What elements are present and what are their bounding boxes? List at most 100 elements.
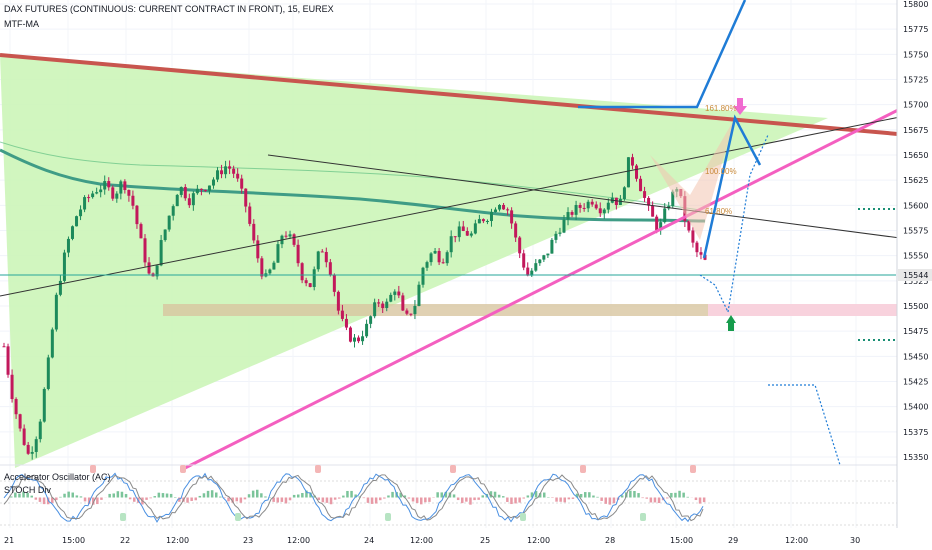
ac-bar bbox=[55, 497, 58, 501]
divergence-bull-marker bbox=[120, 513, 126, 521]
candle-body bbox=[409, 313, 413, 315]
price-tick-label: 15375 bbox=[903, 428, 928, 437]
ac-bar bbox=[698, 497, 702, 504]
candle-body bbox=[42, 388, 46, 422]
candle-body bbox=[123, 181, 127, 191]
time-tick-label: 12:00 bbox=[166, 536, 189, 545]
ac-bar bbox=[567, 497, 571, 500]
time-tick-label: 29 bbox=[728, 536, 738, 545]
ac-bar bbox=[92, 497, 95, 505]
ac-bar bbox=[309, 492, 312, 498]
candle-body bbox=[340, 310, 344, 319]
ac-bar bbox=[292, 494, 296, 498]
candle-body bbox=[506, 209, 510, 211]
divergence-bear-marker bbox=[580, 465, 586, 473]
trendline-red bbox=[0, 53, 932, 139]
ac-bar bbox=[354, 494, 357, 498]
price-tick-label: 15450 bbox=[903, 352, 928, 361]
candle-body bbox=[526, 267, 530, 276]
ac-bar bbox=[543, 492, 546, 498]
ac-bar bbox=[600, 497, 603, 501]
ac-bar bbox=[473, 497, 476, 501]
ac-bar bbox=[243, 497, 247, 500]
divergence-bull-marker bbox=[235, 513, 241, 521]
candle-body bbox=[22, 428, 26, 445]
ac-bar bbox=[362, 497, 366, 499]
ac-bar bbox=[444, 491, 448, 498]
price-tick-label: 15625 bbox=[903, 176, 928, 185]
ac-bar bbox=[22, 491, 25, 498]
candle-body bbox=[365, 323, 369, 337]
ac-bar bbox=[198, 495, 202, 498]
candle-body bbox=[147, 262, 151, 274]
ac-bar bbox=[456, 497, 460, 501]
candle-body bbox=[75, 216, 79, 227]
time-tick-label: 12:00 bbox=[785, 536, 808, 545]
candle-body bbox=[167, 215, 171, 230]
time-tick-label: 12:00 bbox=[287, 536, 310, 545]
candle-body bbox=[14, 399, 18, 415]
price-tick-label: 15800 bbox=[903, 0, 928, 9]
ac-bar bbox=[59, 496, 62, 498]
candle-body bbox=[175, 194, 179, 207]
divergence-bull-marker bbox=[640, 513, 646, 521]
ac-bar bbox=[358, 496, 361, 498]
candle-body bbox=[469, 233, 473, 236]
ac-bar bbox=[563, 497, 566, 503]
candle-body bbox=[91, 193, 95, 198]
candle-body bbox=[473, 223, 477, 234]
candle-body bbox=[465, 230, 469, 236]
candle-body bbox=[417, 284, 421, 306]
ac-bar bbox=[42, 497, 46, 505]
candle-body bbox=[139, 224, 143, 239]
ac-bar bbox=[424, 497, 427, 503]
ac-bar bbox=[682, 492, 685, 498]
ac-bar bbox=[469, 497, 472, 505]
candle-body bbox=[183, 186, 187, 199]
price-tick-label: 15475 bbox=[903, 327, 928, 336]
candle-body bbox=[373, 302, 377, 317]
candle-body bbox=[522, 253, 526, 268]
ac-bar bbox=[247, 494, 251, 498]
candle-body bbox=[87, 197, 91, 199]
candle-body bbox=[6, 346, 10, 375]
ac-bar bbox=[522, 497, 525, 499]
candle-body bbox=[485, 220, 489, 222]
ac-bar bbox=[10, 496, 13, 498]
candle-body bbox=[643, 191, 647, 198]
ac-bar bbox=[342, 495, 345, 498]
ac-bar bbox=[502, 496, 505, 498]
price-tick-label: 15775 bbox=[903, 25, 928, 34]
ac-bar bbox=[407, 497, 411, 499]
ac-bar bbox=[555, 497, 558, 502]
ac-bar bbox=[391, 491, 394, 498]
ac-bar bbox=[251, 490, 255, 498]
oscillator-label-stoch: STOCH Div bbox=[4, 485, 51, 495]
trendline-pink bbox=[184, 91, 932, 470]
time-tick-label: 15:00 bbox=[62, 536, 85, 545]
candle-body bbox=[155, 265, 159, 277]
ac-bar bbox=[169, 493, 173, 498]
candle-body bbox=[46, 357, 50, 389]
candle-body bbox=[119, 181, 123, 194]
ac-bar bbox=[321, 497, 325, 503]
candle-body bbox=[518, 237, 522, 254]
candle-body bbox=[626, 157, 630, 188]
candle-body bbox=[95, 192, 99, 194]
candle-body bbox=[691, 230, 695, 243]
candle-body bbox=[397, 291, 401, 296]
candle-body bbox=[566, 212, 570, 220]
ac-bar bbox=[477, 497, 480, 500]
price-tick-label: 15400 bbox=[903, 403, 928, 412]
candle-body bbox=[240, 178, 244, 189]
divergence-bull-marker bbox=[520, 513, 526, 521]
candle-body bbox=[594, 204, 598, 209]
candle-body bbox=[659, 222, 663, 231]
candle-body bbox=[630, 157, 634, 166]
ac-bar bbox=[612, 497, 616, 504]
candle-body bbox=[477, 219, 481, 224]
candle-body bbox=[111, 187, 115, 199]
ac-bar bbox=[571, 497, 575, 499]
ac-bar bbox=[63, 493, 66, 498]
